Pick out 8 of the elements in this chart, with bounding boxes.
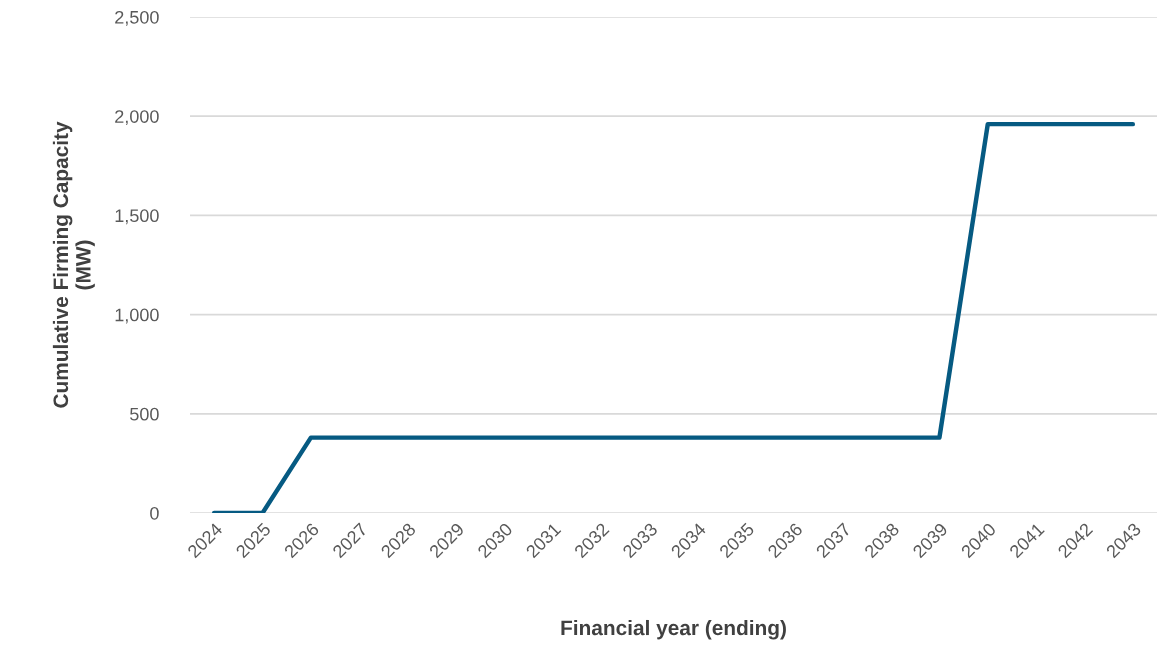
y-tick-label: 1,500 xyxy=(115,209,159,225)
y-tick-label: 1,000 xyxy=(115,308,159,324)
y-tick-label: 500 xyxy=(130,407,159,421)
x-axis-title: Financial year (ending) xyxy=(561,619,786,640)
y-tick-label: 0 xyxy=(150,506,159,520)
y-axis-title: Cumulative Firming Capacity (MW) xyxy=(52,121,95,408)
y-tick-label: 2,000 xyxy=(115,110,159,126)
y-tick-label: 2,500 xyxy=(115,10,159,26)
